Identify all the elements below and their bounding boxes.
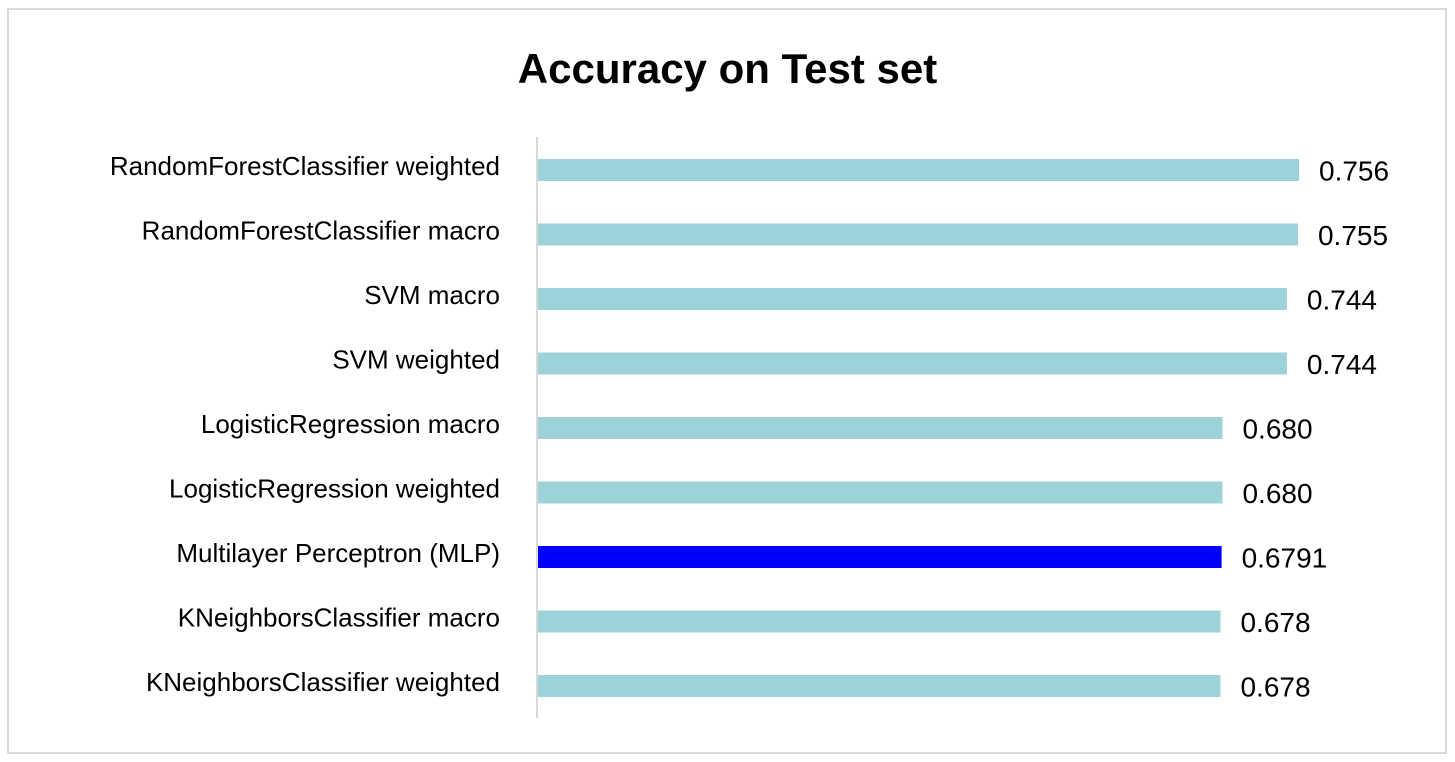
bar xyxy=(538,288,1287,310)
category-label: LogisticRegression macro xyxy=(201,409,500,439)
value-label: 0.755 xyxy=(1318,220,1388,251)
category-label: Multilayer Perceptron (MLP) xyxy=(176,538,500,568)
bar xyxy=(538,481,1223,504)
bar xyxy=(538,223,1298,246)
category-label: LogisticRegression weighted xyxy=(169,473,500,503)
value-label: 0.744 xyxy=(1307,284,1377,315)
bar xyxy=(538,610,1221,633)
value-label: 0.678 xyxy=(1240,607,1310,638)
value-label: 0.756 xyxy=(1319,155,1389,186)
value-label: 0.678 xyxy=(1240,671,1310,702)
value-label: 0.6791 xyxy=(1242,542,1328,573)
value-label: 0.744 xyxy=(1307,349,1377,380)
category-label: SVM weighted xyxy=(332,344,500,374)
value-label: 0.680 xyxy=(1242,478,1312,509)
bar xyxy=(538,352,1287,375)
category-label: KNeighborsClassifier weighted xyxy=(146,667,500,697)
category-label: RandomForestClassifier weighted xyxy=(110,151,500,181)
category-label: SVM macro xyxy=(364,280,500,310)
bar xyxy=(538,159,1299,181)
bar xyxy=(538,546,1222,568)
chart-title: Accuracy on Test set xyxy=(517,45,938,92)
category-label: KNeighborsClassifier macro xyxy=(178,602,500,632)
bar xyxy=(538,417,1223,439)
category-label: RandomForestClassifier macro xyxy=(142,215,500,245)
bars-layer: RandomForestClassifier weighted 0.756 Rand… xyxy=(110,151,1389,703)
value-label: 0.680 xyxy=(1242,413,1312,444)
bar xyxy=(538,675,1221,697)
